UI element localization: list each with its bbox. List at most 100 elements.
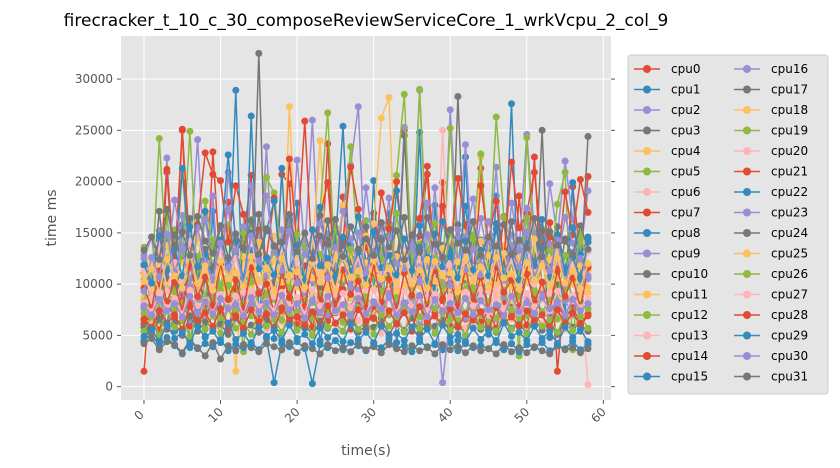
data-point <box>530 215 538 222</box>
data-point <box>370 177 378 185</box>
data-point <box>232 276 240 284</box>
data-point <box>331 307 339 315</box>
data-point <box>492 254 500 261</box>
data-point <box>362 269 370 277</box>
data-point <box>140 340 148 348</box>
data-point <box>446 339 454 347</box>
legend-label: cpu28 <box>771 308 808 322</box>
data-point <box>347 235 355 243</box>
data-point <box>477 215 485 222</box>
data-point <box>431 340 439 348</box>
data-point <box>508 250 515 258</box>
data-point <box>477 308 485 316</box>
data-point <box>240 324 247 332</box>
data-point <box>255 276 263 284</box>
data-point <box>270 242 278 250</box>
data-point <box>247 232 255 240</box>
y-tick-label: 20000 <box>75 175 113 189</box>
legend-item-cpu17: cpu17 <box>734 83 808 97</box>
data-point <box>393 171 401 179</box>
legend-label: cpu31 <box>771 370 808 384</box>
data-point <box>538 294 546 301</box>
data-point <box>186 215 194 222</box>
data-point <box>270 271 278 279</box>
data-point <box>530 322 538 330</box>
data-point <box>546 316 554 324</box>
data-point <box>301 330 309 338</box>
data-point <box>553 241 561 249</box>
data-point <box>416 248 424 256</box>
data-point <box>477 297 485 304</box>
data-point <box>370 257 378 265</box>
data-point <box>477 182 485 190</box>
legend-item-cpu28: cpu28 <box>734 308 808 322</box>
data-point <box>485 326 492 334</box>
data-point <box>553 200 561 208</box>
data-point <box>186 303 194 311</box>
data-point <box>546 305 554 313</box>
data-point <box>576 349 584 357</box>
data-point <box>324 261 332 269</box>
data-point <box>538 335 546 342</box>
data-point <box>569 309 577 317</box>
data-point <box>140 327 148 335</box>
data-point <box>569 344 577 352</box>
data-point <box>446 226 454 234</box>
data-point <box>178 228 186 236</box>
data-point <box>247 341 255 349</box>
data-point <box>439 341 447 349</box>
data-point <box>224 319 232 327</box>
data-point <box>278 346 286 354</box>
data-point <box>324 255 332 262</box>
data-point <box>400 90 408 98</box>
data-point <box>308 331 316 339</box>
legend-item-cpu0: cpu0 <box>634 62 700 76</box>
data-point <box>155 232 163 240</box>
legend-swatch-marker <box>643 85 651 94</box>
data-point <box>469 235 477 243</box>
data-point <box>293 349 301 357</box>
data-point <box>446 281 454 289</box>
data-point <box>492 350 500 358</box>
data-point <box>423 284 431 292</box>
data-point <box>370 251 378 259</box>
data-point <box>232 269 240 277</box>
data-point <box>201 325 209 333</box>
data-point <box>508 332 515 340</box>
data-point <box>201 352 209 360</box>
x-tick-label: 50 <box>512 405 533 426</box>
data-point <box>324 217 332 225</box>
legend-swatch-marker <box>743 65 751 73</box>
data-point <box>293 231 301 239</box>
data-point <box>247 330 255 338</box>
legend-label: cpu5 <box>671 165 700 179</box>
data-point <box>339 233 347 241</box>
data-point <box>301 283 309 291</box>
data-point <box>523 215 531 222</box>
data-point <box>354 336 362 343</box>
legend-label: cpu9 <box>671 247 700 261</box>
data-point <box>477 323 485 331</box>
data-point <box>477 342 485 350</box>
data-point <box>240 223 247 231</box>
data-point <box>408 280 416 288</box>
data-point <box>584 208 592 216</box>
data-point <box>232 301 240 309</box>
data-point <box>194 263 202 271</box>
data-point <box>500 288 508 296</box>
data-point <box>561 311 569 319</box>
data-point <box>416 347 424 355</box>
data-point <box>423 199 431 207</box>
data-point <box>454 287 462 295</box>
data-point <box>546 246 554 254</box>
legend-label: cpu3 <box>671 124 700 138</box>
data-point <box>454 330 462 338</box>
data-point <box>523 204 531 212</box>
data-point <box>523 259 531 267</box>
data-point <box>416 303 424 311</box>
data-point <box>400 348 408 356</box>
data-point <box>408 231 416 239</box>
data-point <box>224 296 232 303</box>
data-point <box>553 255 561 262</box>
data-point <box>454 93 462 100</box>
